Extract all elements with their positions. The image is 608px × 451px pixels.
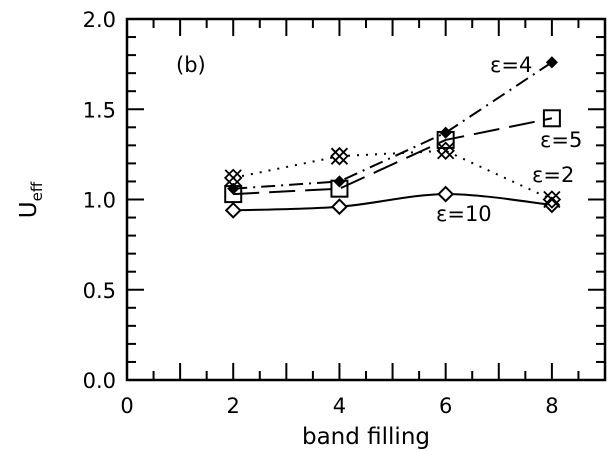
x-axis-label: band filling [302,424,430,450]
data-point-diamond-x [223,168,243,188]
series-label-eps4: ε=4 [490,53,532,77]
data-point-diamond [437,185,455,203]
x-tick-label: 0 [120,394,133,418]
series-label-eps5: ε=5 [540,128,582,152]
series-layer [223,56,562,219]
data-point-small-diamond [545,56,558,69]
data-point-diamond-x [436,141,455,161]
series-line-2 [233,61,553,190]
y-tick-label: 0.5 [83,279,116,303]
data-point-diamond-x [330,146,349,166]
x-tick-label: 8 [545,394,558,418]
panel-label: (b) [176,53,206,77]
y-axis-label-main: U [16,201,42,218]
data-point-small-diamond [439,126,452,139]
y-axis-label-sub: eff [28,181,46,201]
data-point-small-diamond [227,182,240,195]
axis-ticks [126,18,606,381]
series-line-3 [233,149,553,201]
tick-labels: 0 2 4 6 8 0.0 0.5 1.0 1.5 2.0 [83,8,559,418]
data-point-diamond [224,201,242,219]
y-tick-label: 1.0 [83,189,116,213]
series-label-eps10: ε=10 [436,202,492,226]
series-line-0 [233,193,552,212]
series-line-1 [233,117,553,196]
data-point-small-diamond [333,175,346,188]
x-tick-label: 2 [227,394,240,418]
data-point-diamond [331,198,348,216]
y-tick-label: 2.0 [83,8,116,32]
x-tick-label: 6 [439,394,452,418]
y-tick-label: 0.0 [83,369,116,393]
svg-text:Ueff: Ueff [16,181,46,218]
x-tick-label: 4 [333,394,346,418]
data-point-square [542,109,561,128]
series-label-eps2: ε=2 [532,163,574,187]
y-axis-label: Ueff [16,181,46,218]
y-tick-label: 1.5 [83,98,116,122]
data-point-diamond-x [542,190,562,209]
